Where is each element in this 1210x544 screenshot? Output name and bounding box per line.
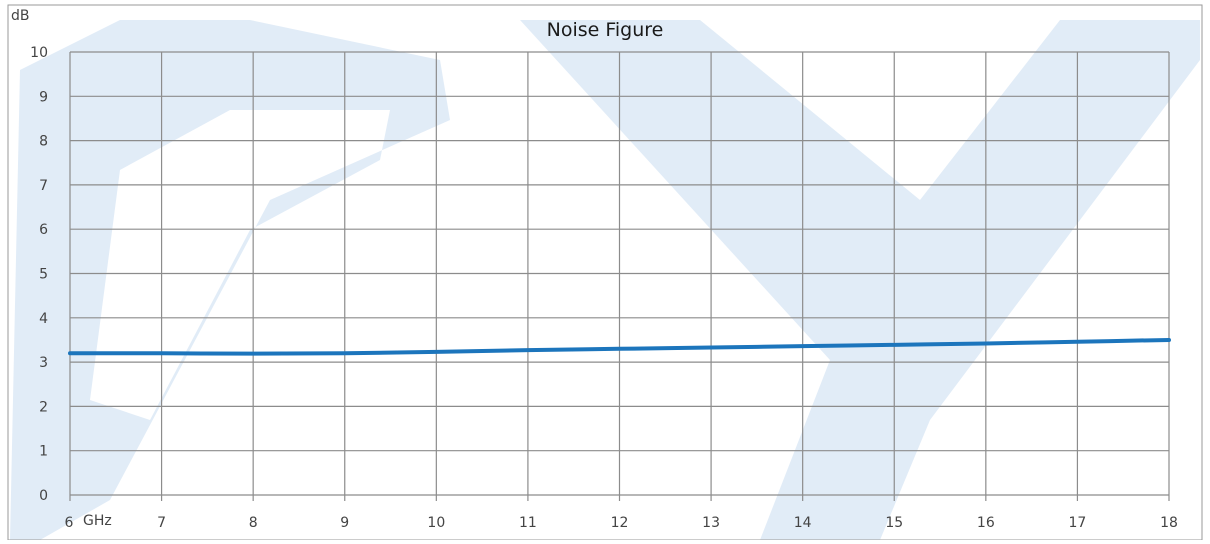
- y-tick-label: 8: [39, 134, 48, 150]
- x-tick-label: 11: [519, 515, 537, 531]
- x-tick-label: 7: [157, 515, 166, 531]
- x-tick-label: 9: [340, 515, 349, 531]
- x-tick-label: 17: [1069, 515, 1087, 531]
- x-tick-label: 18: [1160, 515, 1178, 531]
- grid: [69, 51, 1170, 501]
- x-tick-label: 8: [249, 515, 258, 531]
- x-tick-label: 16: [977, 515, 995, 531]
- y-tick-label: 5: [39, 267, 48, 283]
- y-axis-unit: dB: [11, 8, 30, 24]
- x-tick-label: 10: [427, 515, 445, 531]
- series-layer: [68, 337, 1171, 356]
- y-tick-label: 2: [39, 399, 48, 415]
- y-tick-label: 3: [39, 355, 48, 371]
- y-tick-label: 0: [39, 488, 48, 504]
- y-tick-label: 6: [39, 222, 48, 238]
- watermark-shape-right: [520, 20, 1200, 540]
- chart-title: Noise Figure: [546, 19, 664, 41]
- y-tick-label: 7: [39, 178, 48, 194]
- x-tick-label: 12: [611, 515, 629, 531]
- y-tick-label: 1: [39, 444, 48, 460]
- x-tick-label: 13: [702, 515, 720, 531]
- watermark-shape-left: [10, 20, 450, 540]
- x-tick-label: 15: [885, 515, 903, 531]
- y-tick-label: 4: [39, 311, 48, 327]
- y-tick-label: 10: [30, 45, 48, 61]
- series-line: [68, 337, 1171, 356]
- watermark-logo: [10, 20, 1200, 540]
- y-tick-label: 9: [39, 89, 48, 105]
- x-axis-unit: GHz: [83, 513, 112, 529]
- x-tick-label: 6: [65, 515, 74, 531]
- x-tick-label: 14: [794, 515, 812, 531]
